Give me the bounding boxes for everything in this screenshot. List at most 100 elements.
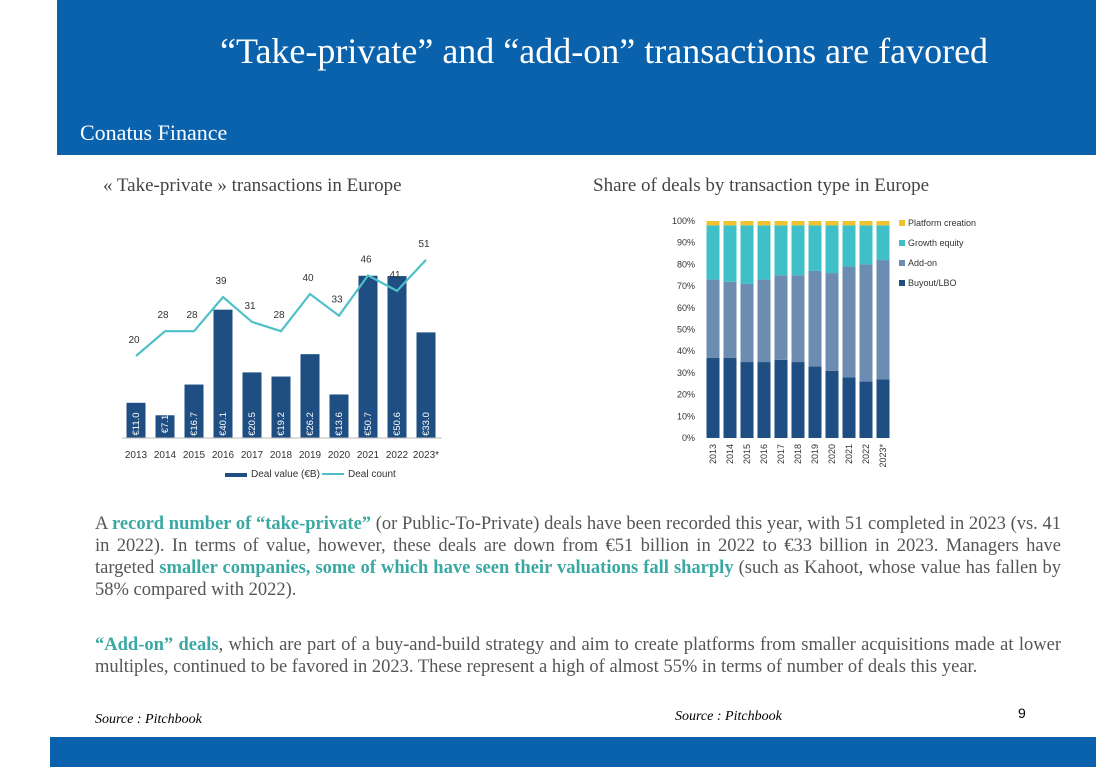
year-tick-label: 2020: [827, 444, 837, 464]
deal-value-bar: [300, 354, 320, 438]
legend-swatch: [899, 220, 905, 226]
year-tick-label: 2022: [386, 450, 409, 461]
stacked-bar-segment: [791, 225, 805, 276]
deal-value-label: €7.1: [160, 415, 171, 434]
stacked-bar-segment: [774, 359, 788, 438]
stacked-bar-segment: [876, 379, 890, 438]
page-number: 9: [1018, 705, 1026, 721]
year-tick-label: 2023*: [878, 444, 888, 468]
year-tick-label: 2019: [810, 444, 820, 464]
deal-value-bar: [184, 384, 204, 438]
deal-value-bar: [126, 402, 146, 438]
legend-label-deal-value: Deal value (€B): [251, 469, 320, 480]
deal-value-label: €13.6: [334, 412, 345, 436]
deal-count-label: 28: [186, 310, 198, 321]
year-tick-label: 2019: [299, 450, 322, 461]
y-tick-label: 80%: [677, 259, 695, 269]
year-tick-label: 2020: [328, 450, 351, 461]
stacked-bar-segment: [825, 273, 839, 371]
deal-count-label: 51: [418, 239, 430, 250]
y-tick-label: 30%: [677, 368, 695, 378]
stacked-bar-segment: [706, 279, 720, 358]
year-tick-label: 2016: [212, 450, 235, 461]
stacked-bar-segment: [791, 362, 805, 438]
stacked-bar-segment: [791, 275, 805, 363]
legend-label: Add-on: [908, 258, 937, 268]
stacked-bar-segment: [757, 221, 771, 226]
stacked-bar-segment: [842, 225, 856, 267]
right-chart-title: Share of deals by transaction type in Eu…: [593, 175, 930, 196]
deal-value-label: €19.2: [276, 412, 287, 436]
deal-share-chart: 0% 10% 20% 30% 40% 50% 60% 70% 80% 90% 100% 2013 201…: [672, 216, 976, 468]
stacked-bar-segment: [706, 225, 720, 280]
deal-value-label: €26.2: [305, 412, 316, 436]
header-band: [57, 0, 1096, 155]
year-tick-label: 2016: [759, 444, 769, 464]
stacked-bar-segment: [808, 221, 822, 226]
stacked-bar-segment: [825, 221, 839, 226]
deal-value-label: €11.0: [131, 412, 142, 435]
y-tick-label: 40%: [677, 346, 695, 356]
deal-value-bar: [213, 309, 233, 438]
stacked-bar-segment: [723, 357, 737, 438]
y-tick-label: 70%: [677, 281, 695, 291]
deal-count-label: 33: [331, 295, 343, 306]
stacked-bar-segment: [740, 283, 754, 363]
stacked-bar-segment: [876, 221, 890, 226]
deal-value-label: €50.6: [392, 412, 403, 436]
stacked-bar-segment: [859, 381, 873, 438]
deal-value-bar: [242, 372, 262, 438]
stacked-bar-segment: [774, 221, 788, 226]
year-tick-label: 2018: [793, 444, 803, 464]
stacked-bar-segment: [825, 225, 839, 274]
year-tick-label: 2022: [861, 444, 871, 464]
stacked-bar-segment: [808, 225, 822, 271]
year-tick-label: 2013: [125, 450, 148, 461]
y-tick-label: 20%: [677, 390, 695, 400]
year-tick-label: 2017: [776, 444, 786, 464]
year-tick-label: 2015: [183, 450, 206, 461]
year-tick-label: 2018: [270, 450, 293, 461]
deal-count-label: 41: [389, 270, 401, 281]
deal-value-label: €50.7: [363, 412, 374, 436]
legend-label: Platform creation: [908, 218, 976, 228]
para1-text-1: A: [95, 514, 113, 534]
stacked-bar-segment: [791, 221, 805, 226]
year-tick-label: 2014: [725, 444, 735, 464]
para1-text-2: (or Public-To-Private) deals have been r…: [95, 514, 1062, 578]
source-left: Source : Pitchbook: [95, 712, 202, 727]
take-private-chart: €11.0 2013 €7.1 2014 €16.7 2015 €40.1 2016 €20.5…: [122, 239, 442, 480]
stacked-bar-segment: [842, 377, 856, 438]
stacked-bar-segment: [842, 266, 856, 378]
stacked-bar-segment: [876, 260, 890, 380]
page-title: “Take-private” and “add-on” transactions…: [220, 31, 989, 71]
source-right: Source : Pitchbook: [675, 709, 782, 724]
stacked-bar-segment: [706, 357, 720, 438]
stacked-bar-segment: [757, 225, 771, 280]
para2-highlight-1: “Add-on” deals: [95, 635, 219, 655]
paragraph-take-private: A record number of “take-private” (or Pu…: [95, 513, 1061, 601]
y-tick-label: 0%: [682, 433, 695, 443]
legend-swatch: [899, 240, 905, 246]
year-tick-label: 2023*: [413, 450, 439, 461]
brand-name: Conatus Finance: [80, 120, 228, 145]
stacked-bar-segment: [723, 225, 737, 282]
deal-value-label: €16.7: [189, 412, 200, 436]
legend-label: Growth equity: [908, 238, 964, 248]
y-tick-label: 50%: [677, 325, 695, 335]
year-tick-label: 2014: [154, 450, 177, 461]
deal-value-bar: [358, 275, 378, 438]
stacked-bar-segment: [706, 221, 720, 226]
stacked-bar-segment: [774, 275, 788, 360]
stacked-bar-segment: [859, 264, 873, 382]
stacked-bar-segment: [757, 279, 771, 363]
legend-label: Buyout/LBO: [908, 278, 957, 288]
year-tick-label: 2015: [742, 444, 752, 464]
y-tick-label: 90%: [677, 238, 695, 248]
deal-count-label: 40: [302, 273, 314, 284]
stacked-bar-segment: [740, 225, 754, 284]
y-tick-label: 10%: [677, 411, 695, 421]
para1-text-3: (such as Kahoot, whose value has fallen …: [95, 558, 1061, 600]
deal-value-label: €40.1: [218, 412, 229, 436]
deal-count-line: [135, 259, 427, 357]
